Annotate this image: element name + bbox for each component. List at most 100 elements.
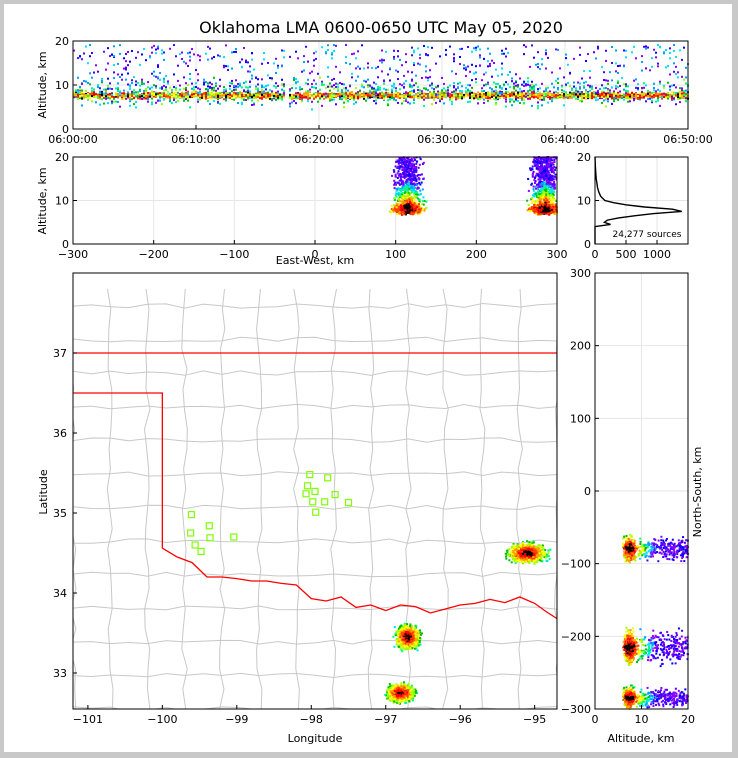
altitude-time-source (587, 94, 589, 97)
altitude-time-source (189, 51, 191, 54)
altitude-time-source (125, 93, 127, 96)
altitude-time-source (105, 95, 107, 98)
altitude-time-source (485, 91, 487, 94)
altitude-time-source (559, 95, 561, 98)
altitude-time-source (241, 58, 243, 61)
altitude-time-source (673, 97, 675, 100)
altitude-time-source (573, 93, 575, 96)
altitude-time-source (185, 93, 187, 96)
altitude-eastwest-source (421, 188, 424, 191)
altitude-time-source (549, 95, 551, 98)
altitude-time-source (453, 95, 455, 98)
altitude-time-source (499, 85, 501, 88)
altitude-time-source (393, 49, 395, 52)
altitude-time-source (467, 65, 469, 68)
altitude-time-source (341, 89, 343, 92)
altitude-time-source (393, 57, 395, 60)
altitude-time-source (303, 96, 305, 99)
altitude-time-source (283, 85, 285, 88)
altitude-time-source (377, 85, 379, 88)
altitude-time-source (529, 97, 531, 100)
altitude-time-source (607, 98, 609, 101)
altitude-time-source (481, 79, 483, 82)
altitude-time-source (589, 86, 591, 89)
altitude-time-source (239, 85, 241, 88)
altitude-time-source (599, 94, 601, 97)
altitude-time-source (593, 92, 595, 95)
altitude-time-source (261, 97, 263, 100)
altitude-time-source (101, 93, 103, 96)
altitude-time-source (459, 81, 461, 84)
altitude-time-source (599, 93, 601, 96)
altitude-time-source (513, 95, 515, 98)
altitude-time-source (549, 90, 551, 93)
altitude-time-source (675, 103, 677, 106)
altitude-time-source (505, 90, 507, 93)
altitude-eastwest-source (397, 174, 400, 177)
altitude-time-source (503, 52, 505, 55)
altitude-time-source (519, 87, 521, 90)
altitude-time-source (143, 47, 145, 50)
altitude-time-source (603, 99, 605, 102)
altitude-time-source (527, 80, 529, 83)
altitude-time-source (351, 76, 353, 79)
altitude-time-source (635, 95, 637, 98)
altitude-time-source (265, 88, 267, 91)
altitude-time-source (291, 95, 293, 98)
altitude-time-source (143, 94, 145, 97)
altitude-eastwest-source (397, 192, 400, 195)
altitude-time-source (443, 93, 445, 96)
altitude-time-source (395, 69, 397, 72)
altitude-time-source (589, 92, 591, 95)
altitude-time-source (619, 94, 621, 97)
altitude-time-source (483, 84, 485, 87)
altitude-eastwest-source (417, 166, 420, 169)
altitude-time-source (305, 45, 307, 48)
altitude-time-source (497, 92, 499, 95)
altitude-time-source (333, 87, 335, 90)
altitude-time-source (221, 92, 223, 95)
altitude-time-source (513, 91, 515, 94)
altitude-time-source (215, 82, 217, 85)
altitude-time-source (123, 57, 125, 60)
altitude-time-source (163, 98, 165, 101)
altitude-time-source (235, 92, 237, 95)
altitude-time-source (333, 77, 335, 80)
altitude-eastwest-source (403, 177, 406, 180)
altitude-time-source (387, 104, 389, 107)
altitude-time-source (91, 90, 93, 93)
altitude-time-source (197, 91, 199, 94)
altitude-time-source (113, 97, 115, 100)
altitude-time-source (249, 96, 251, 99)
altitude-time-source (105, 88, 107, 91)
altitude-time-source (553, 96, 555, 99)
altitude-time-source (91, 100, 93, 103)
altitude-time-source (357, 97, 359, 100)
altitude-time-source (123, 96, 125, 99)
altitude-time-source (213, 94, 215, 97)
altitude-time-source (381, 91, 383, 94)
altitude-time-source (199, 92, 201, 95)
altitude-time-source (149, 56, 151, 59)
altitude-time-source (607, 94, 609, 97)
altitude-time-source (99, 91, 101, 94)
altitude-time-source (457, 93, 459, 96)
altitude-time-xtick-label: 06:30:00 (417, 133, 466, 146)
altitude-time-source (451, 103, 453, 106)
altitude-time-source (547, 96, 549, 99)
altitude-time-source (117, 93, 119, 96)
altitude-time-source (127, 95, 129, 98)
altitude-time-source (655, 56, 657, 59)
altitude-time-source (489, 96, 491, 99)
altitude-time-source (373, 96, 375, 99)
altitude-time-source (219, 85, 221, 88)
altitude-time-source (681, 58, 683, 61)
altitude-eastwest-source (411, 196, 414, 199)
altitude-time-source (283, 94, 285, 97)
altitude-time-source (225, 88, 227, 91)
altitude-time-source (527, 77, 529, 80)
altitude-eastwest-source (406, 180, 409, 183)
altitude-time-source (657, 92, 659, 95)
altitude-time-source (79, 56, 81, 59)
altitude-time-source (227, 65, 229, 68)
